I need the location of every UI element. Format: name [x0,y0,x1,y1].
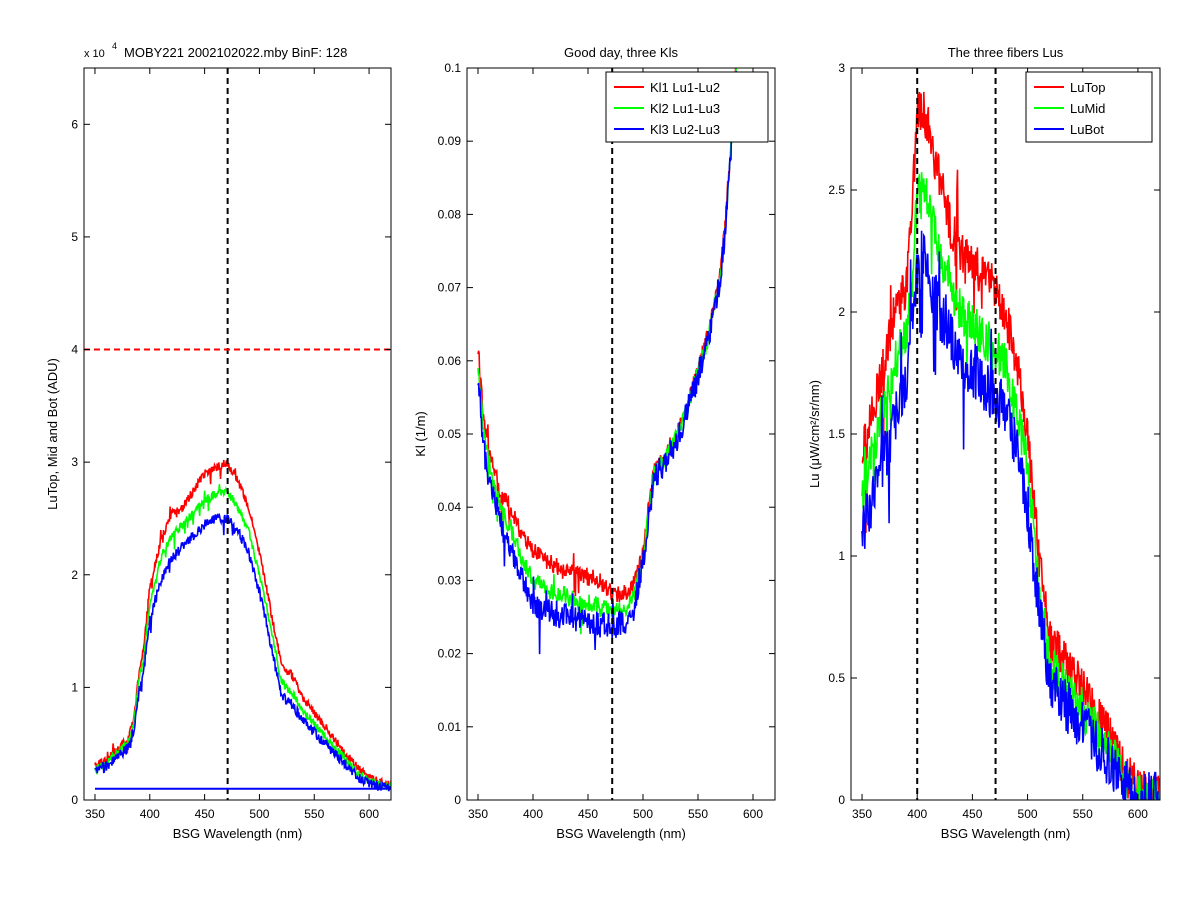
x-axis-label: BSG Wavelength (nm) [173,826,303,841]
x-tick-label: 400 [140,807,160,821]
legend-entry: LuTop [1070,80,1105,95]
y-tick-label: 3 [71,455,78,469]
y-tick-label: 4 [71,343,78,357]
x-tick-label: 600 [359,807,379,821]
y-tick-label: 2 [71,568,78,582]
series-line-kl3-lu2-lu3 [477,71,738,655]
y-tick-label: 1.5 [828,427,845,441]
panel-2: 350 400 450 500 550 600 0 0.01 0.02 0.03 0.04 0.05 0… [413,45,776,841]
y-tick-label: 1 [838,549,845,563]
x-tick-label: 550 [1073,807,1093,821]
y-tick-label: 0 [71,793,78,807]
series-line-2 [94,484,391,792]
plot-area [84,68,391,800]
y-tick-label: 0.03 [438,573,462,587]
x-tick-label: 600 [1128,807,1148,821]
legend-entry: LuBot [1070,122,1104,137]
legend-entry: Kl2 Lu1-Lu3 [650,101,720,116]
x-axis-label: BSG Wavelength (nm) [556,826,686,841]
legend-entry: LuMid [1070,101,1105,116]
y-tick-label: 0.06 [438,354,462,368]
x-tick-label: 550 [688,807,708,821]
y-tick-label: 0.01 [438,720,462,734]
x-tick-label: 550 [304,807,324,821]
series-line-1 [94,459,391,790]
y-tick-label: 6 [71,117,78,131]
y-tick-label: 0 [454,793,461,807]
plot-area [467,68,775,800]
plot-area [851,68,1160,800]
legend-entry: Kl1 Lu1-Lu2 [650,80,720,95]
y-multiplier-exponent: 4 [112,41,117,51]
y-tick-label: 0 [838,793,845,807]
y-tick-label: 0.07 [438,281,462,295]
plot-content [477,68,738,800]
x-tick-label: 500 [633,807,653,821]
axes-box [83,67,392,801]
x-axis-label: BSG Wavelength (nm) [941,826,1071,841]
series-line-kl1-lu1-lu2 [477,68,737,603]
y-multiplier-label: x 10 [84,48,105,60]
series-line-lumid [861,172,1160,800]
legend: Kl1 Lu1-Lu2 Kl2 Lu1-Lu3 Kl3 Lu2-Lu3 [605,71,769,143]
x-tick-label: 350 [852,807,872,821]
legend-entry: Kl3 Lu2-Lu3 [650,122,720,137]
chart-title: Good day, three Kls [564,45,678,60]
y-tick-label: 0.08 [438,207,462,221]
series-line-lubot [861,230,1160,800]
plot-content [84,68,391,800]
x-tick-label: 350 [85,807,105,821]
y-axis-label: Kl (1/m) [413,411,428,457]
x-tick-label: 600 [743,807,763,821]
series-line-lutop [861,91,1160,800]
y-tick-label: 0.04 [438,500,462,514]
y-axis-label: LuTop, Mid and Bot (ADU) [45,358,60,510]
y-tick-label: 2 [838,305,845,319]
x-tick-label: 400 [523,807,543,821]
y-tick-label: 0.05 [438,427,462,441]
x-tick-label: 500 [249,807,269,821]
y-tick-label: 5 [71,230,78,244]
y-tick-label: 2.5 [828,183,845,197]
y-tick-label: 0.02 [438,647,462,661]
x-tick-label: 350 [468,807,488,821]
panel-1: 350 400 450 500 550 600 0 1 2 3 4 5 6 BSG Wavelength … [45,41,392,841]
panel-3: 350 400 450 500 550 600 0 0.5 1 1.5 2 2.5 3 BSG Wavel… [807,45,1161,841]
y-tick-label: 0.5 [828,671,845,685]
series-line-3 [94,512,391,792]
y-tick-label: 0.1 [444,61,461,75]
y-tick-label: 3 [838,61,845,75]
plot-content [861,68,1160,800]
y-tick-label: 0.09 [438,134,462,148]
x-tick-label: 450 [195,807,215,821]
y-tick-label: 1 [71,680,78,694]
x-tick-label: 450 [962,807,982,821]
y-axis-label: Lu (μW/cm²/sr/nm) [807,380,822,488]
chart-title: The three fibers Lus [948,45,1064,60]
x-tick-label: 450 [578,807,598,821]
legend: LuTop LuMid LuBot [1025,71,1153,143]
x-tick-label: 400 [907,807,927,821]
x-tick-label: 500 [1018,807,1038,821]
chart-title: MOBY221 2002102022.mby BinF: 128 [124,45,347,60]
